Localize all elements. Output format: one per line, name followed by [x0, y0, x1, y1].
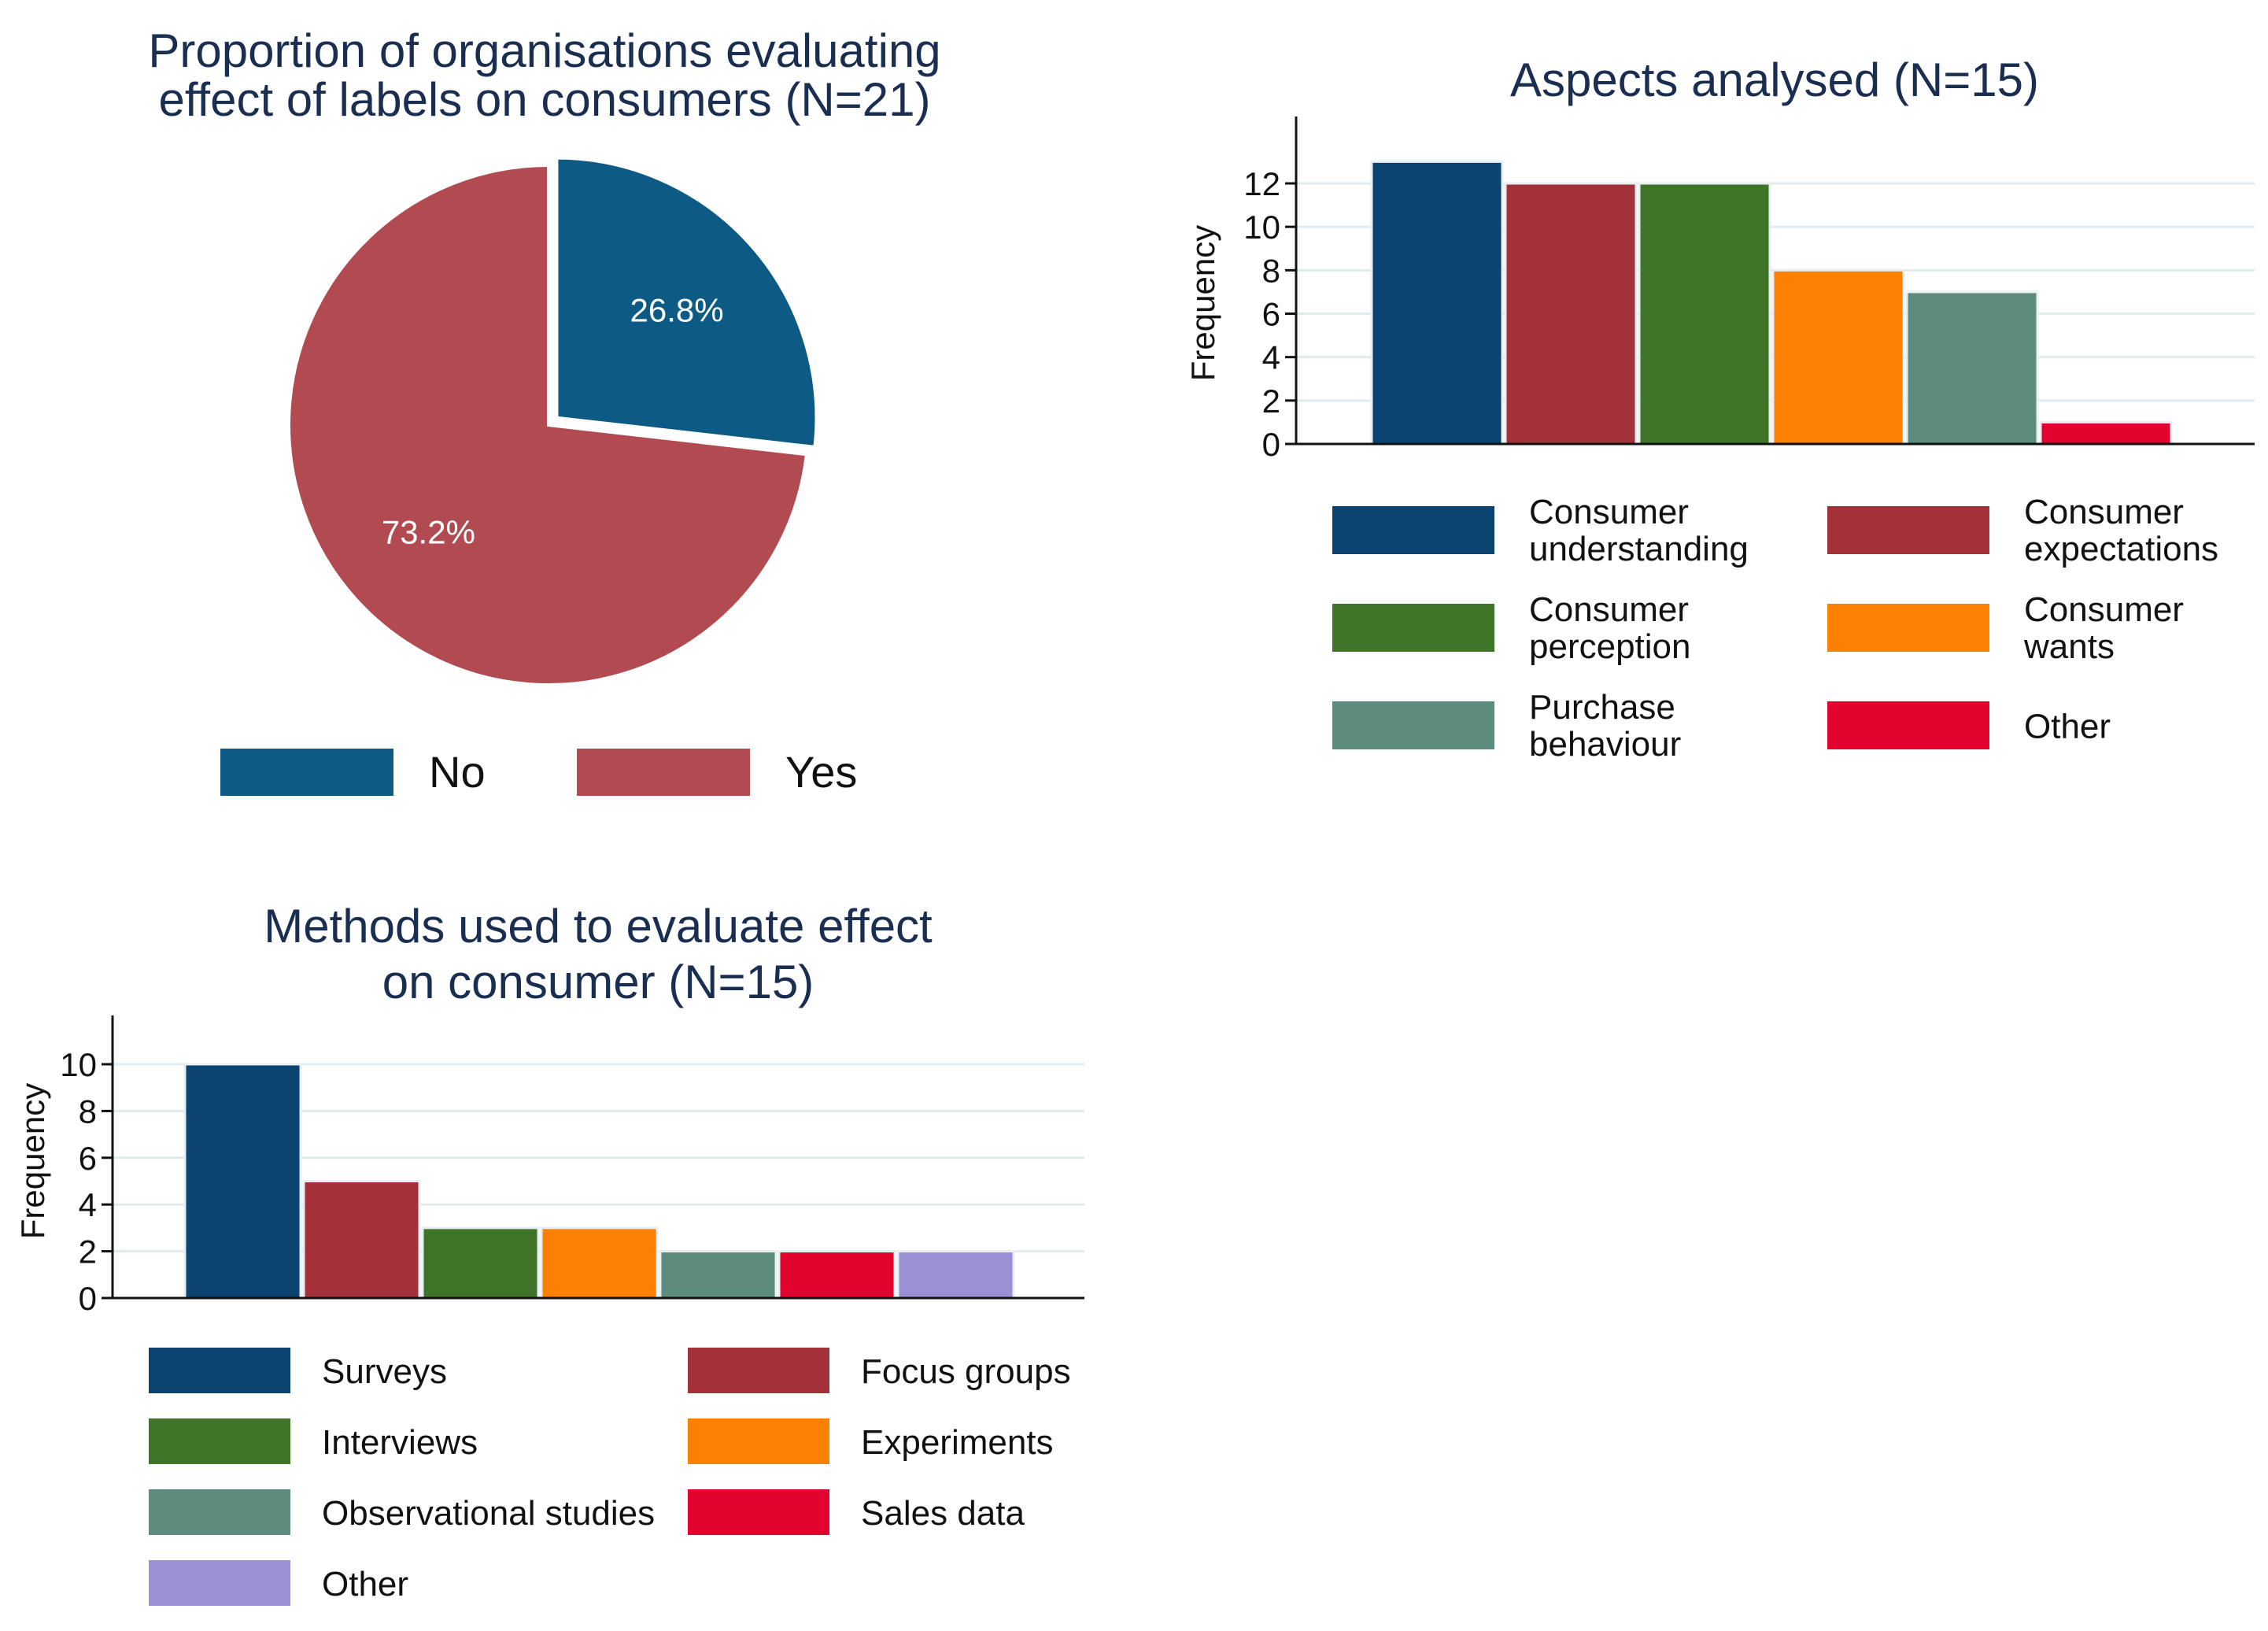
methods-bar-experiments	[540, 1226, 659, 1300]
aspects-tick-label-10: 10	[1243, 209, 1280, 246]
legend-methods-experiments-swatch	[688, 1418, 829, 1464]
legend-aspects-consumer-perception-swatch	[1332, 604, 1494, 652]
legend-aspects-consumer-expectations-label-line-1: Consumer	[2024, 493, 2184, 531]
aspects-bar-consumer-wants	[1771, 268, 1905, 446]
legend-methods-other-swatch	[149, 1560, 290, 1606]
pie-value-label-no: 26.8%	[630, 291, 724, 328]
methods-bar-focus-groups	[302, 1180, 421, 1300]
legend-aspects-purchase-behaviour-swatch	[1332, 701, 1494, 749]
aspects-legend: ConsumerunderstandingConsumerexpectation…	[1332, 493, 2218, 764]
legend-aspects-consumer-wants-label-line-2: wants	[2023, 627, 2115, 666]
methods-tick-label-4: 4	[79, 1186, 97, 1223]
methods-tick-label-6: 6	[79, 1140, 97, 1177]
aspects-title: Aspects analysed (N=15)	[1510, 54, 2039, 106]
legend-methods-interviews-label: Interviews	[322, 1423, 478, 1462]
aspects-tick-label-4: 4	[1262, 339, 1280, 376]
pie-legend: No Yes	[220, 747, 857, 797]
aspects-tick-label-12: 12	[1243, 165, 1280, 202]
legend-methods-other-label: Other	[322, 1565, 408, 1603]
legend-methods-surveys-label: Surveys	[322, 1352, 447, 1391]
pie-title-line-1: Proportion of organisations evaluating	[148, 24, 940, 77]
aspects-bar-other	[2039, 420, 2173, 446]
legend-methods-surveys-swatch	[149, 1348, 290, 1393]
legend-aspects-other-label: Other	[2024, 708, 2111, 746]
legend-aspects-purchase-behaviour-label-line-1: Purchase	[1529, 688, 1675, 727]
legend-methods-sales-data-swatch	[688, 1489, 829, 1535]
pie-chart-panel: Proportion of organisations evaluating e…	[148, 24, 940, 797]
pie-slice-no	[555, 156, 818, 449]
aspects-bar-consumer-understanding	[1370, 160, 1504, 446]
legend-label-yes: Yes	[785, 747, 857, 797]
legend-aspects-consumer-understanding-label-line-2: understanding	[1529, 530, 1749, 568]
aspects-bar-consumer-perception	[1638, 182, 1771, 446]
aspects-bar-consumer-expectations	[1504, 182, 1638, 446]
legend-methods-interviews-swatch	[149, 1418, 290, 1464]
methods-bar-surveys	[183, 1063, 302, 1300]
legend-swatch-yes	[577, 749, 750, 796]
pie-slices: 26.8% 73.2%	[287, 156, 818, 686]
legend-aspects-other-swatch	[1827, 701, 1989, 749]
pie-slice-yes	[287, 163, 809, 686]
methods-title-line-2: on consumer (N=15)	[382, 956, 814, 1008]
aspects-y-axis-label: Frequency	[1184, 225, 1221, 381]
aspects-y-axis: 0 2 4 6 8 10 12	[1243, 116, 2255, 463]
methods-legend: Surveys Focus groups Interviews Experiments…	[149, 1348, 1071, 1606]
methods-bar-sales-data	[778, 1250, 896, 1300]
methods-bars	[183, 1063, 1015, 1300]
aspects-tick-label-0: 0	[1262, 426, 1280, 463]
aspects-bar-chart-panel: Aspects analysed (N=15) 0 2 4 6 8 10 12 Freque…	[1184, 54, 2255, 764]
methods-tick-label-8: 8	[79, 1093, 97, 1130]
aspects-tick-label-6: 6	[1262, 296, 1280, 333]
legend-methods-focus-groups-swatch	[688, 1348, 829, 1393]
legend-aspects-consumer-wants-swatch	[1827, 604, 1989, 652]
methods-bar-other	[896, 1250, 1015, 1300]
aspects-bar-purchase-behaviour	[1905, 290, 2039, 446]
legend-label-no: No	[429, 747, 486, 797]
methods-tick-label-10: 10	[60, 1046, 97, 1083]
methods-tick-label-0: 0	[79, 1280, 97, 1317]
aspects-tick-label-8: 8	[1262, 252, 1280, 289]
legend-aspects-consumer-expectations-swatch	[1827, 506, 1989, 554]
legend-aspects-consumer-understanding-swatch	[1332, 506, 1494, 554]
legend-aspects-purchase-behaviour-label-line-2: behaviour	[1529, 725, 1681, 764]
legend-aspects-consumer-perception-label-line-2: perception	[1529, 627, 1690, 666]
legend-methods-sales-data-label: Sales data	[861, 1494, 1025, 1533]
pie-title-line-2: effect of labels on consumers (N=21)	[158, 73, 930, 126]
pie-value-label-yes: 73.2%	[382, 513, 475, 550]
methods-title-line-1: Methods used to evaluate effect	[264, 900, 933, 952]
methods-tick-label-2: 2	[79, 1233, 97, 1270]
legend-aspects-consumer-wants-label-line-1: Consumer	[2024, 590, 2184, 629]
methods-bar-chart-panel: Methods used to evaluate effect on consu…	[14, 900, 1084, 1606]
methods-y-axis-label: Frequency	[14, 1083, 51, 1239]
legend-aspects-consumer-expectations-label-line-2: expectations	[2024, 530, 2218, 568]
legend-methods-experiments-label: Experiments	[861, 1423, 1054, 1462]
aspects-bars	[1370, 160, 2173, 446]
legend-swatch-no	[220, 749, 393, 796]
methods-bar-interviews	[421, 1226, 540, 1300]
legend-aspects-consumer-perception-label-line-1: Consumer	[1529, 590, 1689, 629]
legend-aspects-consumer-understanding-label-line-1: Consumer	[1529, 493, 1689, 531]
legend-methods-observational-studies-swatch	[149, 1489, 290, 1535]
methods-bar-observational-studies	[659, 1250, 778, 1300]
legend-methods-focus-groups-label: Focus groups	[861, 1352, 1071, 1391]
legend-methods-observational-studies-label: Observational studies	[322, 1494, 655, 1533]
methods-y-axis: 0 2 4 6 8 10	[60, 1015, 1084, 1317]
aspects-tick-label-2: 2	[1262, 383, 1280, 420]
